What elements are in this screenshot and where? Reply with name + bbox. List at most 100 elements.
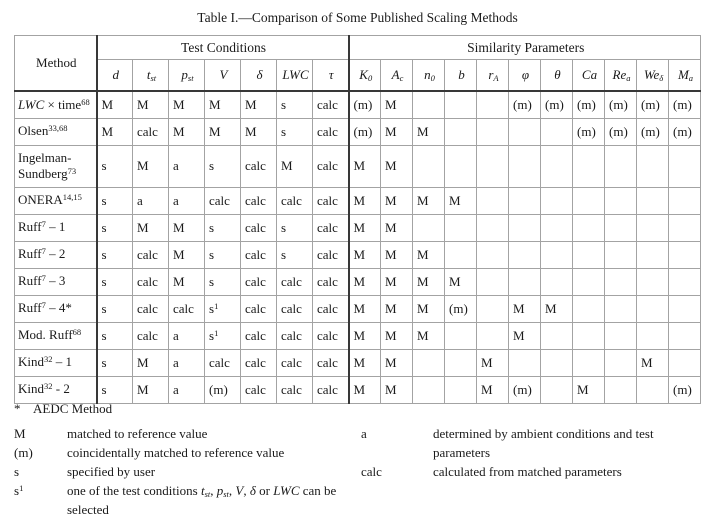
test-condition-column-header: tst	[132, 59, 169, 92]
test-condition-value-cell: calc	[276, 348, 313, 377]
similarity-value-cell: (m)	[636, 117, 669, 146]
similarity-value-cell	[444, 144, 477, 188]
test-condition-column-header: LWC	[276, 59, 313, 92]
similarity-column-header: θ	[540, 59, 573, 92]
test-condition-value-cell: s	[96, 294, 133, 323]
legend-row: calc calculated from matched parameters	[361, 462, 695, 481]
similarity-value-cell: (m)	[604, 90, 637, 119]
similarity-value-cell	[444, 240, 477, 269]
test-condition-value-cell: M	[240, 117, 277, 146]
similarity-value-cell	[540, 240, 573, 269]
similarity-value-cell	[508, 186, 541, 215]
similarity-value-cell: M	[412, 294, 445, 323]
similarity-value-cell	[668, 321, 701, 350]
legend-symbol: (m)	[14, 445, 33, 460]
similarity-value-cell	[668, 144, 701, 188]
similarity-value-cell	[636, 240, 669, 269]
similarity-column-header: rA	[476, 59, 509, 92]
similarity-value-cell: (m)	[348, 117, 381, 146]
test-condition-value-cell: M	[204, 117, 241, 146]
similarity-value-cell	[604, 144, 637, 188]
similarity-value-cell	[540, 348, 573, 377]
legend-right-column: a determined by ambient conditions and te…	[361, 424, 695, 481]
test-condition-value-cell: M	[276, 144, 313, 188]
similarity-value-cell	[540, 186, 573, 215]
similarity-value-cell	[572, 267, 605, 296]
similarity-value-cell: M	[540, 294, 573, 323]
similarity-value-cell: M	[412, 240, 445, 269]
similarity-value-cell	[444, 375, 477, 404]
similarity-value-cell: M	[476, 348, 509, 377]
similarity-value-cell: M	[348, 240, 381, 269]
similarity-column-header: K0	[348, 59, 381, 92]
similarity-value-cell	[540, 267, 573, 296]
similarity-value-cell	[636, 321, 669, 350]
similarity-value-cell: M	[380, 294, 413, 323]
test-condition-value-cell: calc	[240, 213, 277, 242]
test-condition-value-cell: calc	[240, 267, 277, 296]
similarity-value-cell: (m)	[668, 117, 701, 146]
test-condition-value-cell: calc	[312, 375, 350, 404]
aedc-footnote-text: AEDC Method	[33, 401, 113, 416]
similarity-value-cell	[508, 213, 541, 242]
similarity-value-cell	[540, 144, 573, 188]
similarity-value-cell: M	[508, 321, 541, 350]
test-condition-value-cell: calc	[240, 375, 277, 404]
similarity-value-cell: M	[380, 117, 413, 146]
similarity-value-cell: M	[380, 240, 413, 269]
similarity-value-cell	[572, 186, 605, 215]
method-cell: Ingelman-Sundberg73	[14, 144, 98, 188]
similarity-value-cell: M	[380, 267, 413, 296]
test-condition-value-cell: calc	[132, 267, 169, 296]
table-row: ONERA14,15 s a a calc calc calc calc M M M M	[14, 186, 701, 215]
similarity-value-cell: M	[380, 186, 413, 215]
similarity-column-header: Ac	[380, 59, 413, 92]
table-row: Mod. Ruff68 s calc a s1 calc calc calc M M M M	[14, 321, 701, 350]
legend-description: matched to reference value	[67, 426, 208, 441]
similarity-value-cell: (m)	[668, 90, 701, 119]
method-cell: Ruff7 – 3	[14, 267, 98, 296]
similarity-value-cell: M	[380, 213, 413, 242]
similarity-value-cell	[476, 213, 509, 242]
similarity-value-cell	[508, 144, 541, 188]
test-condition-value-cell: calc	[240, 144, 277, 188]
test-condition-value-cell: M	[132, 348, 169, 377]
similarity-value-cell: M	[412, 321, 445, 350]
test-condition-value-cell: s	[96, 240, 133, 269]
similarity-value-cell	[540, 375, 573, 404]
similarity-value-cell: M	[380, 375, 413, 404]
similarity-value-cell	[636, 213, 669, 242]
test-condition-value-cell: a	[168, 321, 205, 350]
similarity-value-cell: M	[348, 267, 381, 296]
test-condition-value-cell: M	[168, 267, 205, 296]
method-cell: Ruff7 – 4*	[14, 294, 98, 323]
legend-description: calculated from matched parameters	[433, 464, 622, 479]
similarity-value-cell: M	[348, 348, 381, 377]
test-condition-value-cell: s	[204, 213, 241, 242]
table-row: Ruff7 – 4* s calc calc s1 calc calc calc M M M (m) M…	[14, 294, 701, 323]
table-title: Table I.—Comparison of Some Published Sc…	[197, 10, 518, 25]
similarity-value-cell	[476, 267, 509, 296]
test-condition-value-cell: M	[240, 90, 277, 119]
test-condition-value-cell: calc	[276, 294, 313, 323]
similarity-value-cell	[508, 348, 541, 377]
test-condition-column-header: pst	[168, 59, 205, 92]
similarity-column-header: φ	[508, 59, 541, 92]
test-condition-value-cell: s1	[204, 321, 241, 350]
legend-symbol: a	[361, 426, 367, 441]
test-condition-column-header: V	[204, 59, 241, 92]
similarity-column-header: Rea	[604, 59, 637, 92]
similarity-value-cell	[508, 267, 541, 296]
test-condition-value-cell: calc	[312, 267, 350, 296]
similarity-value-cell: M	[572, 375, 605, 404]
similarity-value-cell	[476, 144, 509, 188]
similarity-value-cell: (m)	[604, 117, 637, 146]
similarity-value-cell	[604, 213, 637, 242]
test-condition-value-cell: calc	[132, 240, 169, 269]
similarity-column-header: Ma	[668, 59, 701, 92]
similarity-value-cell: (m)	[636, 90, 669, 119]
similarity-value-cell	[604, 294, 637, 323]
